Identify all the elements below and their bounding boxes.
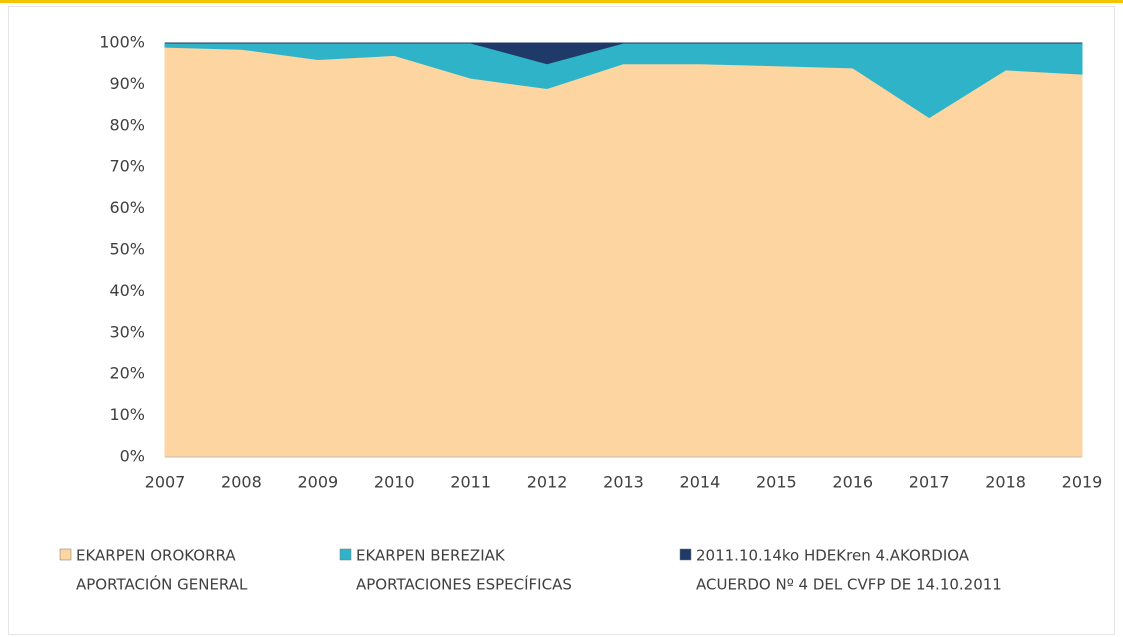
x-tick-label: 2013 xyxy=(603,473,644,492)
x-tick-label: 2018 xyxy=(985,473,1026,492)
y-tick-label: 90% xyxy=(109,74,145,93)
y-tick-label: 80% xyxy=(109,115,145,134)
x-tick-label: 2019 xyxy=(1062,473,1103,492)
x-tick-label: 2009 xyxy=(297,473,338,492)
x-tick-label: 2011 xyxy=(450,473,491,492)
x-tick-label: 2014 xyxy=(680,473,721,492)
x-tick-label: 2007 xyxy=(145,473,186,492)
y-tick-label: 50% xyxy=(109,240,145,259)
legend-swatch xyxy=(679,548,692,561)
top-rule xyxy=(0,0,1123,3)
legend-label: 2011.10.14ko HDEKren 4.AKORDIOA xyxy=(696,547,970,565)
legend-label: APORTACIONES ESPECÍFICAS xyxy=(356,575,572,594)
y-tick-label: 10% xyxy=(109,405,145,424)
legend-label: EKARPEN BEREZIAK xyxy=(356,547,506,565)
y-tick-label: 0% xyxy=(120,447,145,466)
x-tick-label: 2017 xyxy=(909,473,950,492)
area xyxy=(164,46,1083,458)
legend-swatch xyxy=(339,548,352,561)
legend: EKARPEN OROKORRA APORTACIÓN GENERAL EKARPE… xyxy=(59,547,1002,594)
legend-swatch xyxy=(59,548,72,561)
y-tick-label: 40% xyxy=(109,281,145,300)
legend-label: APORTACIÓN GENERAL xyxy=(76,575,248,594)
y-tick-label: 20% xyxy=(109,364,145,383)
x-tick-label: 2012 xyxy=(527,473,568,492)
legend-label: ACUERDO Nº 4 DEL CVFP DE 14.10.2011 xyxy=(696,576,1002,594)
y-tick-label: 30% xyxy=(109,322,145,341)
y-tick-label: 100% xyxy=(99,33,145,52)
legend-label: EKARPEN OROKORRA xyxy=(76,547,236,565)
x-tick-label: 2008 xyxy=(221,473,262,492)
y-tick-label: 70% xyxy=(109,157,145,176)
y-tick-label: 60% xyxy=(109,198,145,217)
x-tick-label: 2010 xyxy=(374,473,415,492)
chart-border xyxy=(8,6,1115,635)
x-tick-label: 2016 xyxy=(832,473,873,492)
area xyxy=(165,42,1082,65)
x-tick-label: 2015 xyxy=(756,473,797,492)
